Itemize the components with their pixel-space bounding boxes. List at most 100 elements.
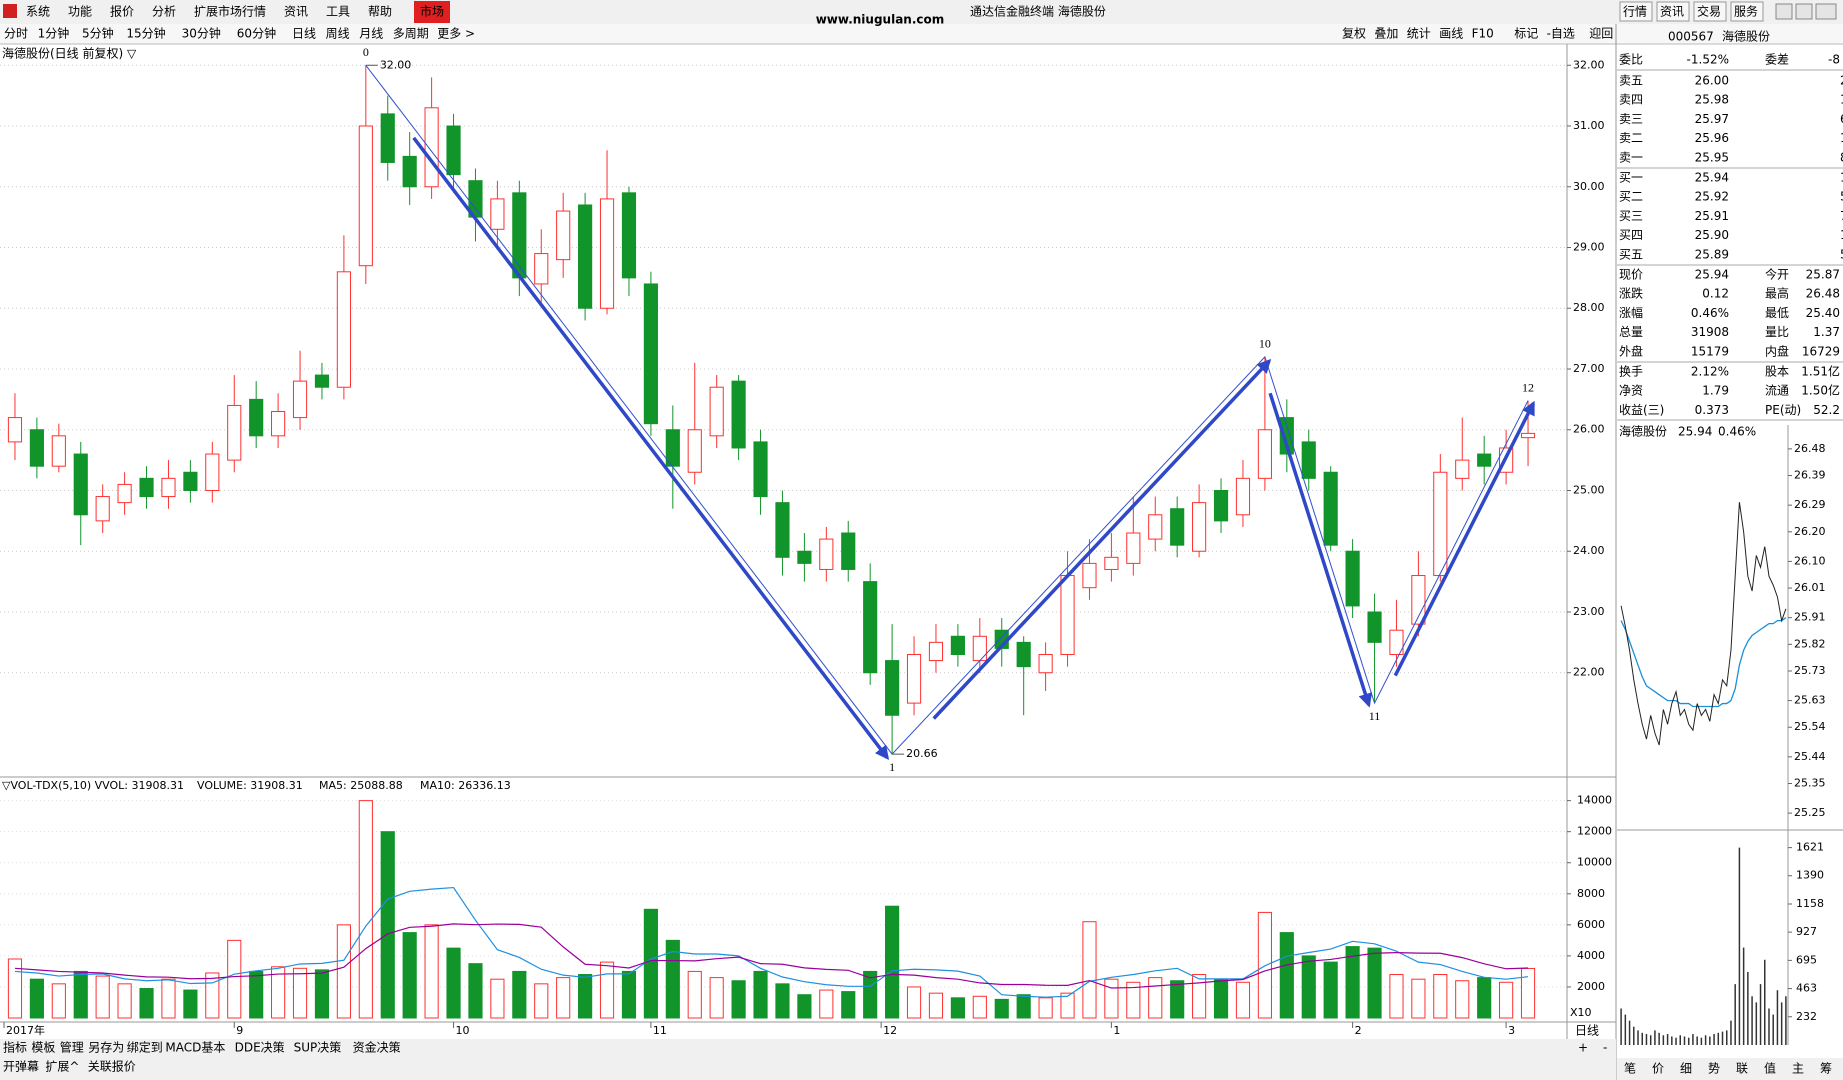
- top-button-label[interactable]: 资讯: [1660, 5, 1684, 19]
- market-tab[interactable]: [414, 1, 450, 23]
- candle-body: [205, 453, 220, 491]
- quote-cell: 0.46%: [1691, 306, 1729, 320]
- side-tab[interactable]: 值: [1764, 1061, 1776, 1076]
- period-button[interactable]: 5分钟: [82, 26, 114, 41]
- volume-bar: [468, 963, 483, 1019]
- candle-body: [578, 204, 593, 309]
- quote-cell: 31908: [1691, 325, 1729, 339]
- top-button-label[interactable]: 交易: [1697, 4, 1721, 19]
- top-button[interactable]: [1693, 1, 1727, 22]
- quote-cell: 委差: [1765, 53, 1789, 67]
- intraday-title: 海德股份: [1619, 424, 1667, 439]
- quote-cell: 25.98: [1695, 93, 1729, 107]
- tab[interactable]: 资金决策: [353, 1040, 401, 1055]
- period-button[interactable]: 15分钟: [126, 26, 165, 41]
- candle-body: [1433, 471, 1448, 577]
- side-tab[interactable]: 主: [1792, 1062, 1804, 1076]
- quote-cell: 0.373: [1695, 403, 1729, 417]
- minimize[interactable]: [1775, 3, 1793, 20]
- menu-item[interactable]: 帮助: [368, 5, 392, 19]
- tab[interactable]: 指标: [3, 1040, 27, 1055]
- candle-body: [972, 635, 987, 662]
- tool-button[interactable]: 复权: [1342, 27, 1366, 41]
- zoom-button[interactable]: -: [1603, 1041, 1607, 1055]
- tab[interactable]: 管理: [60, 1040, 84, 1055]
- tab[interactable]: DDE决策: [235, 1041, 285, 1055]
- candle-body: [906, 654, 922, 704]
- period-button[interactable]: 日线: [292, 27, 316, 41]
- side-tab[interactable]: 笔: [1624, 1061, 1636, 1076]
- quote-cell: 买一: [1619, 171, 1643, 185]
- volume-bar: [1367, 947, 1382, 1019]
- tool-button[interactable]: 迎回: [1589, 27, 1613, 41]
- quote-cell: 收益(三): [1619, 403, 1664, 417]
- menu-item[interactable]: 市场: [420, 4, 444, 19]
- quote-cell: 58: [1840, 247, 1843, 261]
- y-tick-label: 26.48: [1794, 442, 1826, 455]
- menu-item[interactable]: 系统: [26, 5, 50, 19]
- period-button[interactable]: 分时: [4, 27, 28, 41]
- tab[interactable]: 关联报价: [88, 1059, 136, 1074]
- restore[interactable]: [1795, 3, 1813, 20]
- price-tag: 32.00: [380, 58, 412, 71]
- tool-button[interactable]: 叠加: [1374, 27, 1398, 41]
- period-button[interactable]: 周线: [326, 27, 350, 41]
- tool-button[interactable]: 画线: [1439, 27, 1463, 41]
- x-tick-label: 10: [456, 1024, 470, 1037]
- volume-bar: [753, 970, 768, 1019]
- candle-body: [117, 483, 132, 504]
- volume-bar: [621, 970, 637, 1019]
- top-button-label[interactable]: 行情: [1623, 5, 1647, 19]
- tool-button[interactable]: -自选: [1547, 27, 1575, 41]
- period-button[interactable]: 1分钟: [38, 26, 70, 41]
- tab[interactable]: 开弹幕: [3, 1060, 39, 1074]
- tab[interactable]: 另存为: [88, 1041, 124, 1055]
- tab[interactable]: 模板: [31, 1041, 55, 1055]
- y-tick-label: 26.10: [1794, 554, 1826, 567]
- tool-button[interactable]: 统计: [1407, 27, 1431, 41]
- volume-bar: [841, 991, 856, 1019]
- wave-label: 11: [1369, 709, 1381, 723]
- period-button[interactable]: 60分钟: [237, 26, 276, 41]
- side-tab[interactable]: 势: [1708, 1062, 1720, 1076]
- period-button[interactable]: 30分钟: [182, 26, 221, 41]
- top-button-label[interactable]: 服务: [1734, 4, 1758, 19]
- menu-item[interactable]: 报价: [110, 4, 134, 19]
- tool-button[interactable]: F10: [1472, 27, 1494, 41]
- quote-cell: 26.48: [1806, 287, 1840, 301]
- top-button[interactable]: [1619, 1, 1653, 22]
- tab[interactable]: SUP决策: [294, 1041, 342, 1055]
- volume-bar: [1082, 921, 1097, 1019]
- candle-body: [161, 477, 176, 498]
- menu-item[interactable]: 分析: [152, 5, 176, 19]
- top-button[interactable]: [1730, 1, 1764, 22]
- quote-cell: 11: [1840, 228, 1843, 242]
- zoom-button[interactable]: +: [1578, 1041, 1588, 1055]
- side-tab[interactable]: 细: [1680, 1062, 1692, 1076]
- top-button[interactable]: [1656, 1, 1690, 22]
- quote-cell: 1.51亿: [1801, 364, 1840, 379]
- tab[interactable]: 绑定到: [127, 1040, 163, 1055]
- menu-item[interactable]: 工具: [326, 5, 350, 19]
- tab[interactable]: 扩展^: [45, 1060, 79, 1074]
- y-tick-label: 1158: [1796, 897, 1824, 910]
- quote-cell: 20: [1840, 74, 1843, 88]
- menu-item[interactable]: 扩展市场行情: [194, 4, 266, 19]
- period-button[interactable]: 多周期: [393, 27, 429, 41]
- volume-bar: [205, 972, 220, 1019]
- tab[interactable]: MACD基本: [165, 1041, 225, 1055]
- candle-body: [95, 496, 110, 522]
- close[interactable]: [1815, 3, 1837, 20]
- quote-cell: PE(动): [1765, 403, 1801, 417]
- period-button[interactable]: 更多 >: [437, 27, 475, 41]
- wave-label: 0: [363, 45, 369, 59]
- side-tab[interactable]: 联: [1736, 1062, 1748, 1076]
- side-tab[interactable]: 价: [1652, 1062, 1664, 1076]
- y-tick-label: 927: [1796, 925, 1817, 938]
- volume-bar: [1455, 980, 1470, 1019]
- menu-item[interactable]: 功能: [68, 5, 92, 19]
- period-button[interactable]: 月线: [359, 27, 383, 41]
- side-tab[interactable]: 筹: [1820, 1062, 1832, 1076]
- menu-item[interactable]: 资讯: [284, 5, 308, 19]
- tool-button[interactable]: 标记: [1514, 27, 1538, 41]
